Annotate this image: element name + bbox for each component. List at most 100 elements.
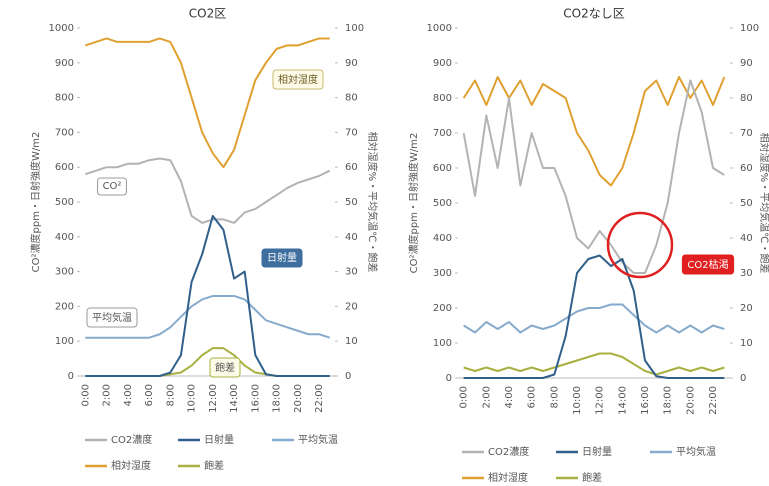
legend-label: 相対湿度 xyxy=(111,459,151,472)
legend-label: 平均気温 xyxy=(298,433,338,446)
x-tick-label: 10:00 xyxy=(572,386,583,415)
x-tick-label: 18:00 xyxy=(663,386,674,415)
x-tick-label: 4:00 xyxy=(123,384,134,406)
series-line xyxy=(85,37,330,169)
y2-tick-label: 50 xyxy=(740,198,753,209)
y2-tick-label: 10 xyxy=(345,336,358,347)
y-tick-label: 600 xyxy=(55,162,74,173)
series-line xyxy=(463,352,725,376)
y2-tick-label: 0 xyxy=(740,373,746,384)
annotation: 飽差 xyxy=(215,361,235,374)
legend-label: 相対湿度 xyxy=(488,471,528,484)
y-tick-label: 300 xyxy=(433,268,452,279)
y2-tick-label: 40 xyxy=(345,232,358,243)
x-tick-label: 8:00 xyxy=(549,386,560,408)
y-tick-label: 600 xyxy=(433,163,452,174)
y2-tick-label: 30 xyxy=(345,267,358,278)
annotation-box xyxy=(261,248,303,268)
x-tick-label: 0:00 xyxy=(459,386,470,408)
x-tick-label: 6:00 xyxy=(527,386,538,408)
x-tick-label: 2:00 xyxy=(102,384,113,406)
y2-tick-label: 10 xyxy=(740,338,753,349)
annotation-box xyxy=(86,307,138,328)
y2-axis-label: 相対湿度%・平均気温℃・飽差 xyxy=(758,133,769,274)
y2-tick-label: 40 xyxy=(740,233,753,244)
x-tick-label: 8:00 xyxy=(165,384,176,406)
y-axis-label: CO²濃度ppm・日射強度W/m2 xyxy=(407,133,420,274)
y-tick-label: 400 xyxy=(55,232,74,243)
x-tick-label: 0:00 xyxy=(80,384,91,406)
y2-tick-label: 60 xyxy=(345,162,358,173)
series-line xyxy=(463,254,725,379)
x-tick-label: 14:00 xyxy=(617,386,628,415)
x-tick-label: 22:00 xyxy=(708,386,719,415)
x-tick-label: 22:00 xyxy=(314,384,325,413)
legend-label: 日射量 xyxy=(204,434,234,446)
y2-tick-label: 100 xyxy=(345,23,364,34)
x-tick-label: 16:00 xyxy=(640,386,651,415)
y-tick-label: 100 xyxy=(55,336,74,347)
x-tick-label: 20:00 xyxy=(685,386,696,415)
annotation-box xyxy=(681,254,735,275)
annotation: 日射量 xyxy=(267,252,297,264)
y2-tick-label: 100 xyxy=(740,23,759,34)
x-tick-label: 12:00 xyxy=(208,384,219,413)
y2-tick-label: 30 xyxy=(740,268,753,279)
x-tick-label: 10:00 xyxy=(187,384,198,413)
highlight-circle xyxy=(606,211,674,279)
y-tick-label: 0 xyxy=(446,373,452,384)
annotation-box xyxy=(97,177,127,196)
y2-tick-label: 90 xyxy=(740,58,753,69)
y-tick-label: 700 xyxy=(55,127,74,138)
legend-label: 飽差 xyxy=(582,471,602,484)
legend-label: 平均気温 xyxy=(676,445,716,458)
y2-tick-label: 80 xyxy=(345,93,358,104)
y-tick-label: 200 xyxy=(55,301,74,312)
x-tick-label: 2:00 xyxy=(481,386,492,408)
series-line xyxy=(463,303,725,334)
series-line xyxy=(462,79,725,274)
x-tick-label: 6:00 xyxy=(144,384,155,406)
x-tick-label: 4:00 xyxy=(504,386,515,408)
y-tick-label: 700 xyxy=(433,128,452,139)
y-tick-label: 400 xyxy=(433,233,452,244)
y-axis-label: CO²濃度ppm・日射強度W/m2 xyxy=(29,132,42,273)
x-tick-label: 18:00 xyxy=(272,384,283,413)
y-tick-label: 900 xyxy=(55,58,74,69)
y-tick-label: 500 xyxy=(433,198,452,209)
y-tick-label: 800 xyxy=(55,93,74,104)
series-line xyxy=(85,294,330,339)
annotation-box xyxy=(272,69,324,90)
chart-title: CO2区 xyxy=(189,7,226,21)
y2-tick-label: 0 xyxy=(345,371,351,382)
series-line xyxy=(85,347,330,377)
y-tick-label: 200 xyxy=(433,303,452,314)
annotation-box xyxy=(209,357,241,378)
chart: CO2なし区 CO²濃度ppm・日射強度W/m2 相対湿度%・平均気温℃・飽差 0 10… xyxy=(407,7,769,485)
legend-label: 飽差 xyxy=(204,459,224,472)
y-tick-label: 0 xyxy=(68,371,74,382)
y-tick-label: 1000 xyxy=(49,23,74,34)
annotation: CO2枯渇 xyxy=(687,258,728,271)
series-line xyxy=(462,76,726,187)
y2-tick-label: 90 xyxy=(345,58,358,69)
x-tick-label: 20:00 xyxy=(293,384,304,413)
legend-label: CO2濃度 xyxy=(488,445,529,458)
y2-tick-label: 20 xyxy=(740,303,753,314)
annotation: 相対湿度 xyxy=(278,73,318,86)
y2-axis-label: 相対湿度%・平均気温℃・飽差 xyxy=(366,132,379,273)
y2-tick-label: 60 xyxy=(740,163,753,174)
x-tick-label: 12:00 xyxy=(595,386,606,415)
series-line xyxy=(85,157,331,224)
annotation: CO² xyxy=(103,181,122,192)
x-tick-label: 14:00 xyxy=(229,384,240,413)
y2-tick-label: 70 xyxy=(345,127,358,138)
y-tick-label: 1000 xyxy=(427,23,452,34)
y2-tick-label: 80 xyxy=(740,93,753,104)
y-tick-label: 100 xyxy=(433,338,452,349)
annotation: 平均気温 xyxy=(92,311,132,324)
y2-tick-label: 70 xyxy=(740,128,753,139)
chart-title: CO2なし区 xyxy=(563,7,624,21)
